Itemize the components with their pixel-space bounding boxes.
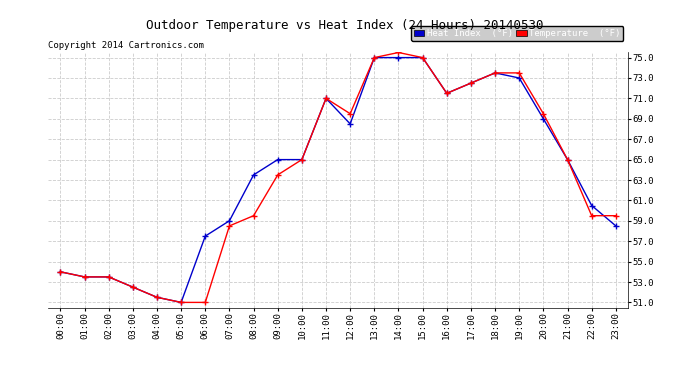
Legend: Heat Index  (°F), Temperature  (°F): Heat Index (°F), Temperature (°F) bbox=[411, 26, 623, 41]
Text: Copyright 2014 Cartronics.com: Copyright 2014 Cartronics.com bbox=[48, 41, 204, 50]
Text: Outdoor Temperature vs Heat Index (24 Hours) 20140530: Outdoor Temperature vs Heat Index (24 Ho… bbox=[146, 19, 544, 32]
